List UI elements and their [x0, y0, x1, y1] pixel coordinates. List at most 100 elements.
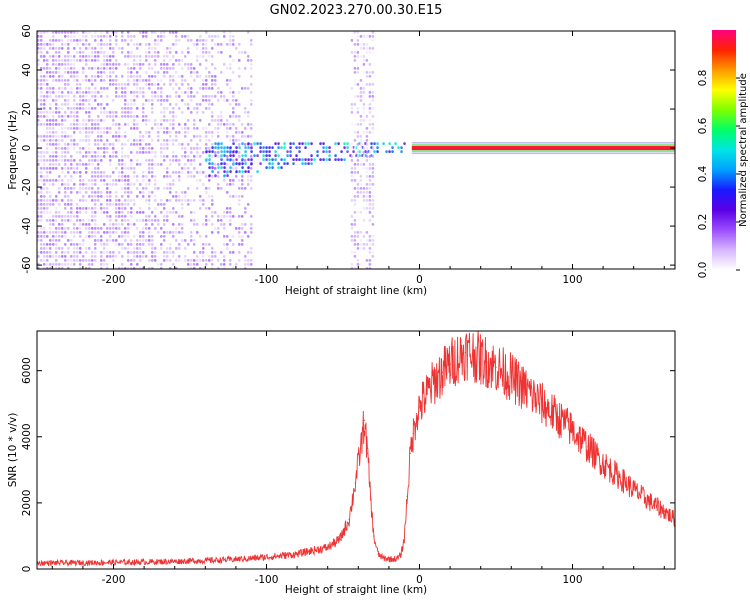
spectrogram-cell: [136, 71, 139, 74]
spectrogram-cell: [91, 79, 94, 82]
spectrogram-cell: [238, 146, 241, 149]
spectrogram-cell: [371, 207, 375, 210]
spectrogram-cell: [37, 115, 40, 118]
spectrogram-cell: [196, 263, 199, 266]
spectrogram-cell: [247, 135, 250, 138]
spectrogram-cell: [208, 166, 211, 169]
spectrogram-cell: [67, 143, 70, 146]
spectrogram-cell: [82, 91, 85, 94]
spectrogram-cell: [109, 59, 112, 62]
spectrogram-cell: [70, 263, 73, 266]
spectrogram-cell: [127, 211, 130, 214]
spectrogram-cell: [91, 263, 94, 266]
spectrogram-cell: [70, 167, 73, 170]
spectrogram-cell: [37, 99, 40, 102]
spectrogram-cell: [133, 255, 136, 258]
spectrogram-cell: [214, 142, 217, 145]
spectrogram-cell: [229, 91, 232, 94]
spectrogram-cell: [163, 215, 166, 218]
spectrogram-cell: [232, 71, 235, 74]
spectrogram-cell: [46, 211, 49, 214]
spectrogram-cell: [130, 215, 133, 218]
spectrogram-cell: [274, 158, 277, 161]
spectrogram-cell: [61, 223, 64, 226]
spectrogram-cell: [169, 119, 172, 122]
spectrogram-cell: [193, 71, 196, 74]
spectrogram-cell: [232, 235, 235, 238]
spectrogram-cell: [103, 171, 106, 174]
spectrogram-cell: [353, 235, 357, 238]
spectrogram-cell: [356, 147, 360, 150]
spectrogram-cell: [202, 127, 205, 130]
spectrogram-cell: [49, 199, 52, 202]
spectrogram-cell: [79, 147, 82, 150]
spectrogram-cell: [106, 207, 109, 210]
spectrogram-cell: [202, 79, 205, 82]
spectrogram-cell: [91, 127, 94, 130]
spectrogram-cell: [247, 251, 250, 254]
spectrogram-cell: [356, 111, 360, 114]
spectrogram-cell: [73, 255, 76, 258]
spectrogram-cell: [160, 63, 163, 66]
spectrogram-cell: [193, 223, 196, 226]
spectrogram-cell: [301, 162, 304, 165]
spectrogram-cell: [229, 79, 232, 82]
spectrogram-cell: [106, 199, 109, 202]
spectrogram-cell: [368, 107, 372, 110]
spectrogram-cell: [340, 150, 343, 153]
spectrogram-cell: [166, 187, 169, 190]
spectrogram-cell: [181, 171, 184, 174]
spectrogram-cell: [142, 251, 145, 254]
spectrogram-cell: [154, 91, 157, 94]
spectrogram-cell: [175, 31, 178, 34]
spectrogram-cell: [163, 107, 166, 110]
spectrogram-cell: [172, 263, 175, 266]
spectrogram-cell: [250, 215, 253, 218]
spectrogram-cell: [211, 146, 214, 149]
spectrogram-cell: [136, 175, 139, 178]
spectrogram-cell: [214, 154, 217, 157]
spectrogram-cell: [100, 131, 103, 134]
spectrogram-cell: [43, 259, 46, 262]
spectrogram-cell: [46, 179, 49, 182]
spectrogram-cell: [148, 159, 151, 162]
spectrogram-cell: [208, 147, 211, 150]
spectrogram-cell: [223, 95, 226, 98]
snr-point: [82, 562, 84, 564]
spectrogram-cell: [76, 259, 79, 262]
spectrogram-cell: [220, 71, 223, 74]
spectrogram-cell: [82, 55, 85, 58]
spectrogram-cell: [166, 255, 169, 258]
spectrogram-cell: [43, 227, 46, 230]
spectrogram-cell: [208, 71, 211, 74]
spectrogram-cell: [148, 171, 151, 174]
spectrogram-cell: [211, 215, 214, 218]
spectrogram-cell: [127, 43, 130, 46]
spectrogram-cell: [368, 75, 372, 78]
spectrogram-cell: [151, 171, 154, 174]
spectrogram-cell: [109, 47, 112, 50]
spectrogram-cell: [85, 35, 88, 38]
spectrogram-cell: [103, 111, 106, 114]
spectrogram-cell: [223, 162, 226, 165]
spectrogram-cell: [190, 231, 193, 234]
spectrogram-cell: [277, 142, 280, 145]
spectrogram-cell: [371, 99, 375, 102]
spectrogram-cell: [64, 155, 67, 158]
spectrogram-cell: [127, 103, 130, 106]
spectrogram-cell: [115, 75, 118, 78]
y-tick-label: 0: [21, 566, 33, 573]
spectrogram-cell: [250, 59, 253, 62]
spectrogram-cell: [52, 167, 55, 170]
spectrogram-cell: [115, 83, 118, 86]
spectrogram-cell: [94, 51, 97, 54]
spectrogram-cell: [109, 195, 112, 198]
spectrogram-cell: [205, 158, 208, 161]
spectrogram-cell: [157, 95, 160, 98]
spectrogram-cell: [49, 127, 52, 130]
spectrogram-cell: [100, 251, 103, 254]
spectrogram-cell: [133, 75, 136, 78]
spectrogram-cell: [133, 183, 136, 186]
spectrogram-cell: [211, 35, 214, 38]
spectrogram-cell: [181, 91, 184, 94]
